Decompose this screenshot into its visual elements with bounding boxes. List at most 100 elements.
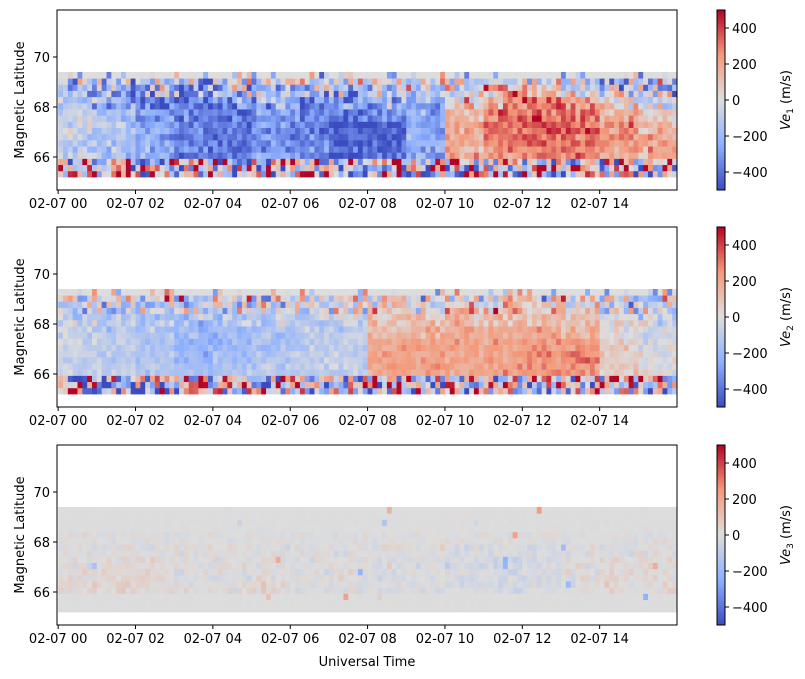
heatmap-cell — [628, 115, 634, 122]
heatmap-cell — [150, 326, 156, 333]
heatmap-cell — [270, 381, 277, 389]
heatmap-cell — [469, 78, 475, 85]
heatmap-cell — [628, 369, 634, 376]
heatmap-cell — [614, 332, 620, 339]
heatmap-cell — [101, 568, 107, 576]
heatmap-cell — [87, 562, 93, 570]
heatmap-cell — [111, 599, 117, 607]
heatmap-cell — [541, 369, 547, 376]
heatmap-cell — [420, 363, 426, 370]
heatmap-cell — [92, 332, 98, 339]
heatmap-cell — [319, 313, 325, 321]
heatmap-cell — [169, 84, 175, 91]
heatmap-cell — [106, 375, 112, 383]
heatmap-cell — [237, 78, 243, 85]
heatmap-cell — [531, 344, 538, 352]
heatmap-cell — [96, 158, 103, 166]
heatmap-cell — [633, 363, 639, 370]
heatmap-cell — [377, 133, 383, 141]
heatmap-cell — [672, 133, 678, 141]
heatmap-cell — [657, 350, 663, 358]
heatmap-cell — [522, 96, 528, 104]
heatmap-cell — [614, 121, 620, 128]
heatmap-cell — [667, 96, 673, 104]
heatmap-cell — [58, 133, 64, 141]
heatmap-cell — [58, 127, 64, 135]
heatmap-cell — [396, 356, 402, 364]
heatmap-cell — [396, 84, 402, 91]
heatmap-cell — [58, 387, 64, 395]
heatmap-cell — [125, 313, 132, 321]
heatmap-cell — [130, 133, 136, 141]
heatmap-cell — [72, 356, 78, 364]
colorbar-segment — [717, 154, 725, 157]
heatmap-cell — [140, 146, 146, 153]
heatmap-cell — [270, 109, 277, 116]
heatmap-cell — [386, 72, 393, 79]
heatmap — [58, 289, 678, 395]
heatmap-cell — [208, 381, 214, 389]
heatmap-cell — [101, 519, 107, 526]
heatmap-cell — [580, 115, 586, 122]
heatmap-cell — [290, 121, 296, 128]
heatmap-cell — [319, 375, 325, 383]
heatmap-cell — [328, 319, 335, 327]
colorbar-segment — [717, 126, 725, 129]
heatmap-cell — [488, 152, 494, 159]
heatmap-cell — [623, 319, 630, 327]
heatmap-cell — [63, 158, 69, 166]
heatmap-cell — [425, 96, 431, 104]
heatmap-cell — [614, 84, 620, 91]
heatmap-cell — [106, 90, 112, 98]
heatmap-cell — [498, 146, 504, 153]
heatmap-cell — [377, 375, 383, 383]
heatmap-cell — [628, 350, 634, 358]
heatmap-cell — [130, 102, 136, 110]
heatmap-cell — [116, 519, 122, 526]
heatmap-cell — [251, 102, 257, 110]
heatmap-cell — [527, 109, 533, 116]
heatmap-cell — [314, 295, 320, 302]
heatmap-cell — [266, 96, 272, 104]
heatmap-cell — [116, 96, 122, 104]
heatmap-cell — [449, 133, 455, 141]
heatmap-cell — [116, 338, 122, 345]
heatmap-cell — [251, 152, 257, 159]
heatmap-cell — [125, 387, 132, 395]
heatmap-cell — [643, 139, 649, 147]
heatmap-cell — [580, 350, 586, 358]
heatmap-cell — [208, 72, 214, 79]
heatmap-cell — [314, 127, 320, 135]
heatmap-cell — [222, 363, 228, 370]
heatmap-cell — [193, 72, 199, 79]
heatmap-cell — [633, 115, 639, 122]
heatmap-cell — [266, 102, 272, 110]
colorbar-segment — [717, 265, 725, 268]
heatmap-cell — [232, 127, 238, 135]
heatmap-cell — [459, 332, 465, 339]
heatmap-cell — [154, 170, 161, 178]
heatmap-cell — [101, 164, 107, 172]
heatmap-cell — [309, 289, 315, 296]
heatmap-cell — [256, 109, 262, 116]
heatmap-cell — [328, 133, 335, 141]
heatmap-cell — [125, 319, 132, 327]
heatmap-cell — [498, 326, 504, 333]
heatmap-cell — [183, 109, 190, 116]
heatmap-cell — [232, 313, 238, 321]
heatmap-cell — [628, 344, 634, 352]
heatmap-cell — [507, 313, 514, 321]
heatmap-cell — [140, 369, 146, 376]
heatmap-cell — [609, 381, 615, 389]
heatmap-cell — [599, 301, 605, 308]
heatmap-cell — [164, 593, 170, 601]
heatmap-cell — [353, 319, 359, 327]
heatmap-cell — [343, 90, 349, 98]
heatmap-cell — [82, 537, 88, 545]
heatmap-cell — [585, 127, 591, 135]
heatmap-cell — [435, 90, 441, 98]
heatmap-cell — [285, 375, 291, 383]
heatmap-cell — [121, 152, 127, 159]
heatmap-cell — [647, 289, 654, 296]
x-tick-label: 02-07 04 — [184, 197, 242, 212]
